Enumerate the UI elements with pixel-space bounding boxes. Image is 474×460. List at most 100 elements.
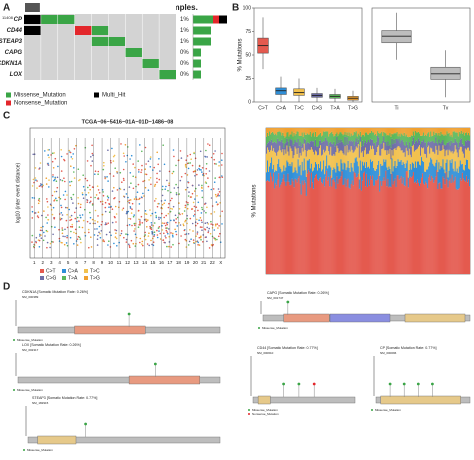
rainfall-dot bbox=[108, 206, 110, 208]
spectrum-segment bbox=[372, 160, 374, 176]
spectrum-segment bbox=[266, 128, 268, 137]
spectrum-segment bbox=[286, 181, 288, 274]
spectrum-segment bbox=[273, 172, 275, 274]
rainfall-dot bbox=[39, 162, 42, 164]
legend-swatch bbox=[62, 269, 66, 273]
spectrum-segment bbox=[319, 178, 321, 274]
spectrum-segment bbox=[423, 147, 425, 162]
rainfall-dot bbox=[132, 175, 134, 178]
spectrum-segment bbox=[319, 134, 321, 141]
spectrum-segment bbox=[272, 131, 274, 143]
rainfall-dot bbox=[165, 214, 167, 217]
spectrum-segment bbox=[424, 135, 426, 143]
spectrum-segment bbox=[405, 147, 407, 164]
spectrum-segment bbox=[345, 145, 347, 156]
spectrum-segment bbox=[354, 141, 356, 150]
rainfall-dot bbox=[51, 152, 54, 155]
rainfall-dot bbox=[132, 187, 135, 190]
spectrum-segment bbox=[276, 170, 278, 186]
rainfall-dot bbox=[128, 186, 131, 188]
spectrum-segment bbox=[450, 140, 452, 153]
rainfall-dot bbox=[111, 221, 114, 224]
spectrum-segment bbox=[422, 161, 424, 174]
rainfall-dot bbox=[155, 197, 157, 200]
spectrum-segment bbox=[459, 160, 461, 179]
rainfall-dot bbox=[36, 180, 38, 182]
spectrum-segment bbox=[312, 188, 315, 274]
rainfall-dot bbox=[156, 181, 158, 183]
spectrum-segment bbox=[275, 128, 277, 134]
spectrum-segment bbox=[303, 138, 305, 144]
spectrum-segment bbox=[393, 133, 395, 140]
lollipop-head bbox=[402, 382, 406, 386]
spectrum-segment bbox=[441, 188, 443, 274]
rainfall-dot bbox=[214, 223, 217, 226]
rainfall-dot bbox=[50, 209, 53, 211]
domain bbox=[257, 395, 271, 405]
spectrum-segment bbox=[297, 138, 299, 149]
rainfall-dot bbox=[212, 224, 214, 226]
rainfall-dot bbox=[169, 199, 172, 202]
spectrum-segment bbox=[286, 145, 288, 161]
spectrum-segment bbox=[408, 142, 410, 149]
spectrum-segment bbox=[406, 136, 408, 145]
spectrum-segment bbox=[467, 168, 470, 180]
spectrum-segment bbox=[401, 128, 403, 135]
spectrum-segment bbox=[356, 161, 358, 177]
spectrum-segment bbox=[433, 131, 435, 143]
y-tick-label: 75 bbox=[245, 29, 251, 35]
rainfall-dot bbox=[187, 203, 189, 206]
x-tick-label: 19 bbox=[184, 260, 190, 265]
spectrum-segment bbox=[285, 142, 287, 154]
rainfall-dot bbox=[129, 206, 132, 208]
spectrum-segment bbox=[292, 181, 294, 274]
spectrum-segment bbox=[281, 128, 283, 136]
spectrum-segment bbox=[393, 139, 395, 150]
spectrum-segment bbox=[358, 135, 360, 146]
spectrum-segment bbox=[447, 128, 449, 134]
rainfall-dot bbox=[40, 183, 42, 185]
spectrum-segment bbox=[343, 184, 345, 274]
spectrum-segment bbox=[293, 155, 295, 173]
rainfall-dot bbox=[178, 208, 181, 210]
rainfall-dot bbox=[187, 167, 190, 170]
spectrum-segment bbox=[299, 183, 301, 274]
rainfall-dot bbox=[158, 178, 161, 181]
rainfall-dot bbox=[180, 235, 182, 237]
legend-dot bbox=[248, 409, 250, 411]
rainfall-dot bbox=[56, 176, 59, 179]
spectrum-segment bbox=[338, 170, 340, 180]
rainfall-dot bbox=[162, 144, 164, 146]
spectrum-segment bbox=[375, 128, 377, 134]
spectrum-segment bbox=[389, 168, 391, 187]
rainfall-dot bbox=[150, 222, 153, 224]
rainfall-dot bbox=[47, 214, 49, 216]
rainfall-dot bbox=[165, 237, 167, 239]
spectrum-segment bbox=[416, 179, 419, 274]
rainfall-dot bbox=[60, 204, 62, 207]
spectrum-segment bbox=[310, 172, 312, 274]
spectrum-segment bbox=[443, 149, 445, 170]
rainfall-dot bbox=[69, 219, 71, 222]
spectrum-segment bbox=[463, 145, 465, 158]
spectrum-segment bbox=[439, 182, 441, 274]
rainfall-dot bbox=[214, 224, 217, 227]
rainfall-dot bbox=[51, 240, 53, 243]
spectrum-segment bbox=[278, 128, 280, 132]
rainfall-dot bbox=[70, 218, 73, 221]
rainfall-dot bbox=[212, 188, 215, 190]
spectrum-segment bbox=[338, 152, 340, 171]
rainfall-dot bbox=[66, 153, 68, 155]
spectrum-segment bbox=[464, 140, 467, 149]
spectrum-segment bbox=[465, 175, 468, 274]
rainfall-dot bbox=[172, 149, 175, 151]
rainfall-dot bbox=[158, 218, 160, 220]
spectrum-segment bbox=[446, 142, 448, 150]
spectrum-segment bbox=[372, 139, 374, 146]
rainfall-dot bbox=[138, 171, 140, 173]
spectrum-segment bbox=[304, 128, 306, 135]
spectrum-segment bbox=[285, 128, 287, 137]
spectrum-segment bbox=[410, 157, 412, 170]
spectrum-segment bbox=[355, 131, 357, 139]
rainfall-dot bbox=[210, 156, 213, 159]
